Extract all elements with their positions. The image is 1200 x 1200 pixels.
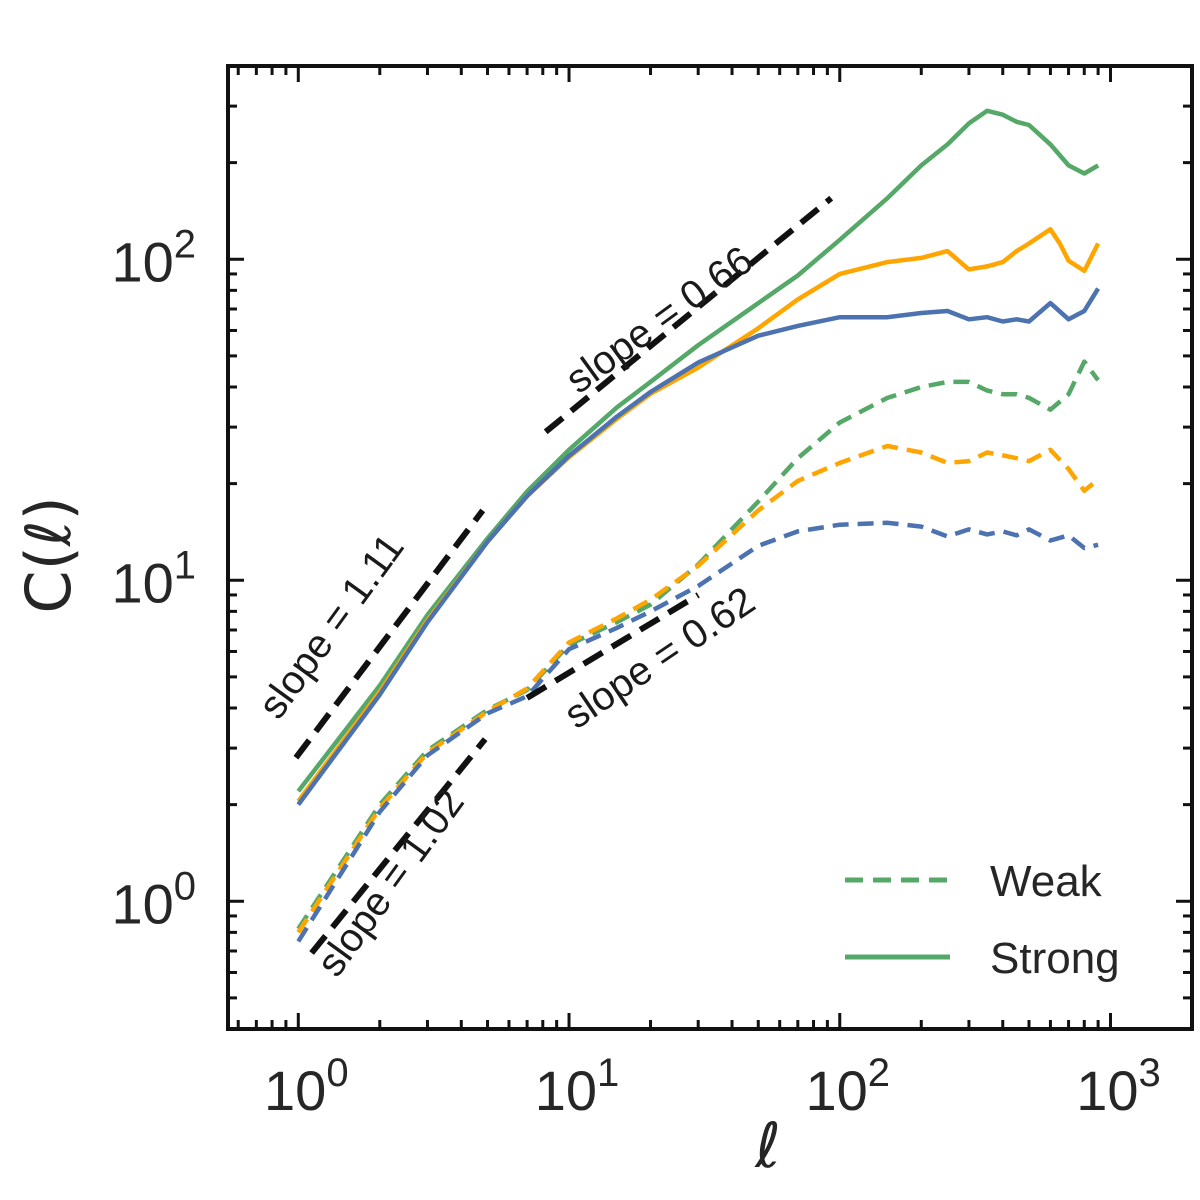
y-tick-label-10e2: 102: [111, 222, 196, 293]
tick-label-layer: 100 101 102 103 100 101 102: [111, 222, 1160, 1122]
reference-line-slope-1-11: [293, 508, 486, 760]
annotation-slope-0-62: slope = 0.62: [557, 579, 763, 738]
y-tick-label-10e1: 101: [111, 543, 196, 614]
reference-slope-layer: [293, 195, 834, 955]
legend-weak-label: Weak: [990, 857, 1103, 906]
y-axis-title: C(ℓ): [12, 496, 85, 613]
y-tick-label-10e0: 100: [111, 864, 196, 935]
legend: Weak Strong: [845, 857, 1120, 983]
series-strong-blue: [296, 287, 1101, 806]
reference-line-slope-0-66: [543, 195, 834, 435]
series-strong-green: [296, 108, 1100, 793]
x-tick-label-10e2: 102: [805, 1051, 890, 1122]
legend-strong-label: Strong: [990, 934, 1120, 983]
x-axis-title: ℓ: [754, 1109, 781, 1182]
annotation-slope-1-11: slope = 1.11: [250, 526, 413, 727]
reference-line-slope-1-02: [309, 737, 488, 955]
x-tick-label-10e0: 100: [264, 1051, 349, 1122]
reference-line-slope-0-62: [525, 592, 700, 701]
series-weak-blue: [296, 520, 1099, 943]
plot-frame: [226, 64, 1194, 1031]
x-tick-label-10e3: 103: [1076, 1051, 1161, 1122]
data-series-layer: [296, 108, 1101, 943]
series-weak-orange: [296, 443, 1100, 934]
x-tick-label-10e1: 101: [535, 1051, 620, 1122]
